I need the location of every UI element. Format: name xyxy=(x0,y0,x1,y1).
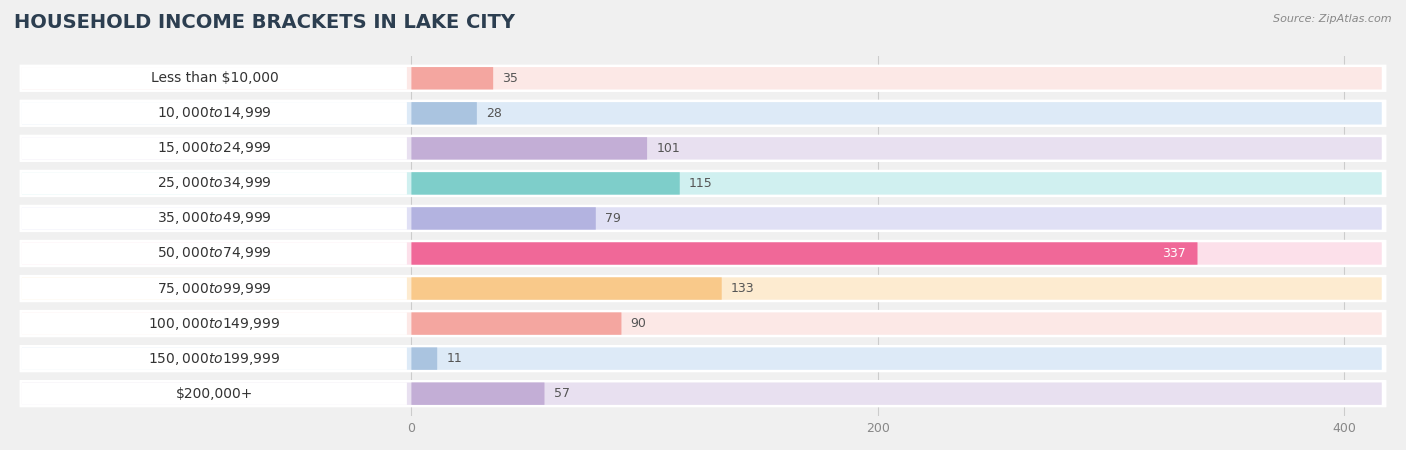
FancyBboxPatch shape xyxy=(20,380,1386,407)
FancyBboxPatch shape xyxy=(20,99,1386,127)
Text: HOUSEHOLD INCOME BRACKETS IN LAKE CITY: HOUSEHOLD INCOME BRACKETS IN LAKE CITY xyxy=(14,14,515,32)
Text: 79: 79 xyxy=(605,212,621,225)
FancyBboxPatch shape xyxy=(412,382,544,405)
FancyBboxPatch shape xyxy=(412,67,494,90)
FancyBboxPatch shape xyxy=(412,242,1198,265)
Text: $35,000 to $49,999: $35,000 to $49,999 xyxy=(157,211,271,226)
Text: Source: ZipAtlas.com: Source: ZipAtlas.com xyxy=(1274,14,1392,23)
FancyBboxPatch shape xyxy=(22,67,406,90)
FancyBboxPatch shape xyxy=(22,67,1382,90)
FancyBboxPatch shape xyxy=(22,382,406,405)
FancyBboxPatch shape xyxy=(20,310,1386,337)
FancyBboxPatch shape xyxy=(22,207,1382,230)
Text: 133: 133 xyxy=(731,282,755,295)
FancyBboxPatch shape xyxy=(20,170,1386,197)
Text: $10,000 to $14,999: $10,000 to $14,999 xyxy=(157,105,271,122)
FancyBboxPatch shape xyxy=(20,205,1386,232)
FancyBboxPatch shape xyxy=(412,312,621,335)
FancyBboxPatch shape xyxy=(22,312,1382,335)
FancyBboxPatch shape xyxy=(22,137,406,160)
FancyBboxPatch shape xyxy=(22,102,1382,125)
Text: 11: 11 xyxy=(447,352,463,365)
Text: $15,000 to $24,999: $15,000 to $24,999 xyxy=(157,140,271,156)
FancyBboxPatch shape xyxy=(22,207,406,230)
FancyBboxPatch shape xyxy=(412,172,679,194)
Text: $100,000 to $149,999: $100,000 to $149,999 xyxy=(148,315,281,332)
FancyBboxPatch shape xyxy=(22,277,406,300)
Text: 115: 115 xyxy=(689,177,713,190)
Text: $25,000 to $34,999: $25,000 to $34,999 xyxy=(157,176,271,191)
FancyBboxPatch shape xyxy=(22,172,1382,194)
FancyBboxPatch shape xyxy=(22,102,406,125)
FancyBboxPatch shape xyxy=(22,137,1382,160)
FancyBboxPatch shape xyxy=(20,135,1386,162)
Text: 337: 337 xyxy=(1161,247,1185,260)
FancyBboxPatch shape xyxy=(22,242,1382,265)
FancyBboxPatch shape xyxy=(20,275,1386,302)
Text: 101: 101 xyxy=(657,142,681,155)
Text: $200,000+: $200,000+ xyxy=(176,387,253,400)
FancyBboxPatch shape xyxy=(20,345,1386,372)
FancyBboxPatch shape xyxy=(412,137,647,160)
FancyBboxPatch shape xyxy=(22,312,406,335)
FancyBboxPatch shape xyxy=(20,240,1386,267)
Text: $50,000 to $74,999: $50,000 to $74,999 xyxy=(157,246,271,261)
FancyBboxPatch shape xyxy=(22,242,406,265)
FancyBboxPatch shape xyxy=(22,172,406,194)
Text: $75,000 to $99,999: $75,000 to $99,999 xyxy=(157,280,271,297)
FancyBboxPatch shape xyxy=(20,65,1386,92)
FancyBboxPatch shape xyxy=(22,347,1382,370)
FancyBboxPatch shape xyxy=(412,102,477,125)
FancyBboxPatch shape xyxy=(412,277,721,300)
FancyBboxPatch shape xyxy=(22,277,1382,300)
FancyBboxPatch shape xyxy=(412,347,437,370)
Text: 57: 57 xyxy=(554,387,569,400)
Text: 90: 90 xyxy=(631,317,647,330)
FancyBboxPatch shape xyxy=(22,347,406,370)
Text: Less than $10,000: Less than $10,000 xyxy=(150,71,278,86)
FancyBboxPatch shape xyxy=(412,207,596,230)
Text: 28: 28 xyxy=(486,107,502,120)
Text: $150,000 to $199,999: $150,000 to $199,999 xyxy=(148,351,281,367)
FancyBboxPatch shape xyxy=(22,382,1382,405)
Text: 35: 35 xyxy=(502,72,519,85)
